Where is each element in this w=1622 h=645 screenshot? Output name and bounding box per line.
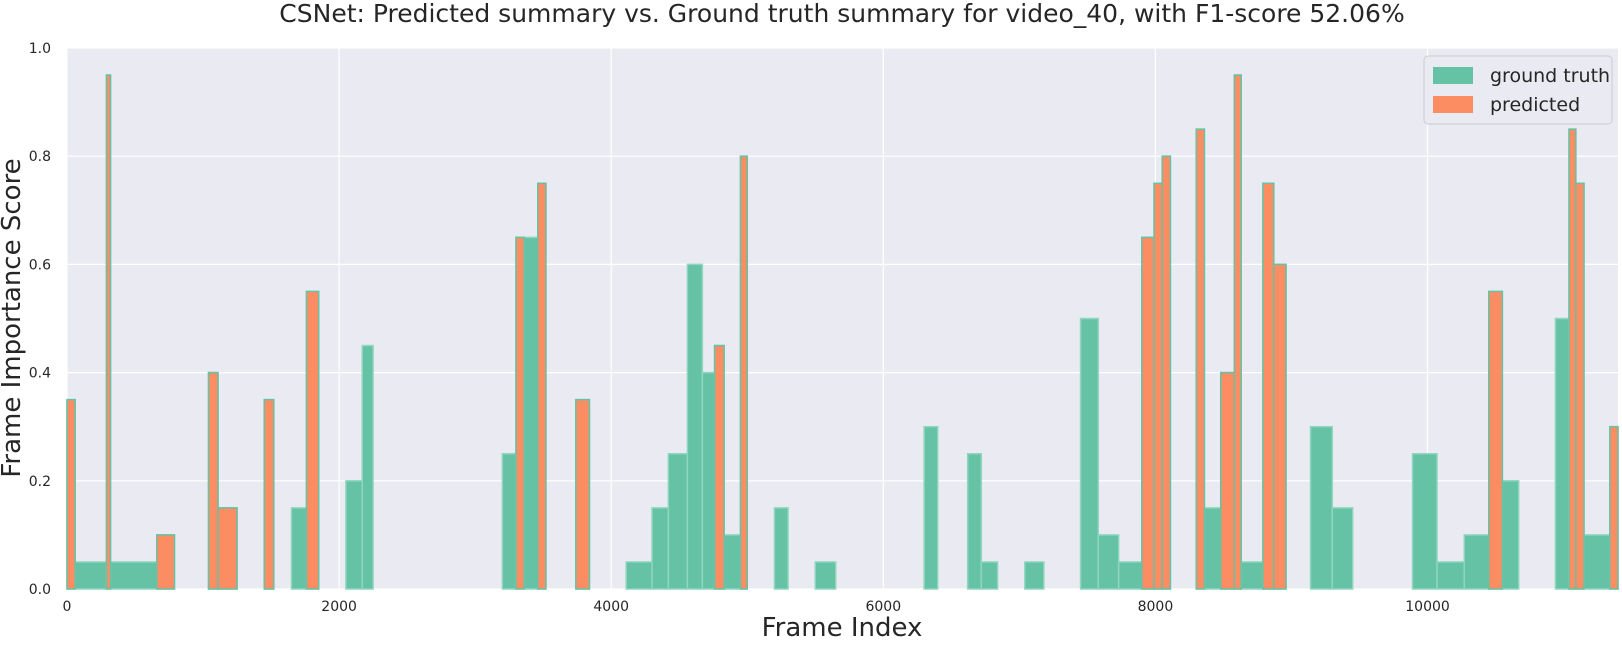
predicted-bar-14 [1161,155,1172,590]
ground-truth-bar-8 [290,507,308,590]
x-axis-label: Frame Index [762,613,923,643]
ground-truth-bar-41 [1240,561,1264,590]
predicted-bar-18 [1262,182,1275,590]
x-tick-label-2: 4000 [593,599,629,615]
chart-title: CSNet: Predicted summary vs. Ground trut… [279,0,1404,28]
y-tick-label-2: 0.4 [29,366,51,382]
ground-truth-bar-50 [1501,480,1520,590]
predicted-bar-3 [207,371,219,590]
y-axis-label: Frame Importance Score [0,158,27,477]
x-tick-label-1: 2000 [321,599,357,615]
legend-label-predicted: predicted [1490,94,1580,116]
ground-truth-bar-33 [1117,561,1143,590]
predicted-bar-10 [713,344,725,590]
y-tick-label-0: 0.0 [29,582,51,598]
x-tick-label-4: 8000 [1138,599,1174,615]
ground-truth-bar-12 [501,453,517,590]
ground-truth-bar-19 [667,453,689,590]
predicted-bar-1 [105,74,112,590]
x-tick-labels: 0 2000 4000 6000 8000 10000 [63,599,1450,615]
ground-truth-bar-31 [1079,317,1100,590]
predicted-bar-5 [263,398,275,590]
ground-truth-bar-44 [1309,425,1334,590]
ground-truth-bar-32 [1097,534,1120,590]
predicted-bar-6 [305,290,320,590]
ground-truth-bar-51 [1554,317,1570,590]
plot-background [67,48,1618,589]
predicted-bar-2 [156,534,176,590]
predicted-bar-22 [1575,182,1585,590]
ground-truth-bar-38 [1203,507,1222,590]
predicted-bar-21 [1568,128,1577,590]
y-tick-label-4: 0.8 [29,149,51,165]
x-tick-label-3: 6000 [865,599,901,615]
predicted-bar-16 [1219,371,1236,590]
ground-truth-bar-3 [109,561,158,590]
x-tick-label-0: 0 [63,599,72,615]
ground-truth-bar-27 [923,425,939,590]
ground-truth-bar-17 [625,561,653,590]
predicted-bar-9 [575,398,591,590]
y-tick-label-1: 0.2 [29,474,51,490]
predicted-bar-8 [536,182,547,590]
ground-truth-bar-26 [814,561,837,590]
predicted-bar-11 [739,155,749,590]
ground-truth-bar-23 [723,534,742,590]
predicted-bar-7 [515,236,525,590]
ground-truth-bar-25 [773,507,789,590]
ground-truth-bar-10 [345,480,363,590]
ground-truth-bar-14 [523,236,539,590]
ground-truth-bar-11 [361,344,374,590]
ground-truth-bar-46 [1411,453,1438,590]
predicted-bars [66,74,1619,590]
ground-truth-bar-54 [1583,534,1611,590]
predicted-bar-17 [1233,74,1242,590]
ground-truth-bar-18 [651,507,670,590]
ground-truth-bar-47 [1436,561,1466,590]
y-tick-label-5: 1.0 [29,41,51,57]
ground-truth-bar-30 [1024,561,1045,590]
x-tick-label-5: 10000 [1405,599,1450,615]
predicted-bar-20 [1488,290,1504,590]
legend-swatch-ground-truth [1433,67,1473,84]
legend-swatch-predicted [1433,96,1473,113]
predicted-bar-15 [1195,128,1206,590]
ground-truth-bar-29 [980,561,999,590]
ground-truth-bar-48 [1463,534,1490,590]
legend: ground truth predicted [1423,55,1613,125]
ground-truth-bar-28 [966,453,983,590]
y-tick-label-3: 0.6 [29,257,51,273]
legend-label-ground-truth: ground truth [1490,65,1610,87]
ground-truth-bar-45 [1331,507,1354,590]
ground-truth-bar-20 [686,263,704,590]
predicted-bar-12 [1141,236,1155,590]
y-tick-labels: 0.0 0.2 0.4 0.6 0.8 1.0 [29,41,51,598]
predicted-bar-0 [66,398,76,590]
predicted-bar-19 [1273,263,1287,590]
ground-truth-bar-21 [701,371,716,590]
predicted-bar-13 [1153,182,1163,590]
predicted-bar-23 [1609,425,1619,590]
ground-truth-bar-1 [74,561,108,590]
predicted-bar-4 [217,507,238,590]
